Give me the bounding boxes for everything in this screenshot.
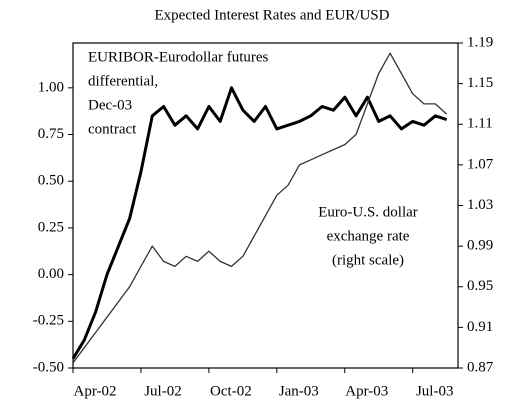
- x-tick-label: Jul-02: [144, 383, 182, 399]
- y2-tick-label: 0.87: [467, 359, 494, 375]
- y2-tick-label: 0.99: [467, 238, 493, 254]
- x-tick-label: Oct-02: [210, 383, 252, 399]
- y2-tick-label: 1.07: [467, 156, 494, 172]
- y2-tick-label: 1.19: [467, 34, 493, 50]
- series-line: [71, 86, 448, 360]
- x-tick-label: Apr-02: [73, 383, 116, 399]
- y-tick-label: 0.25: [38, 219, 64, 235]
- y2-tick-label: 1.15: [467, 75, 493, 91]
- y2-tick-label: 1.11: [467, 116, 493, 132]
- annotation: Euro-U.S. dollar: [318, 204, 418, 220]
- y2-tick-label: 0.91: [467, 319, 493, 335]
- y2-tick-label: 1.03: [467, 197, 493, 213]
- chart-title: Expected Interest Rates and EUR/USD: [155, 7, 390, 23]
- y-tick-label: 1.00: [38, 79, 64, 95]
- x-tick-label: Jul-03: [416, 383, 454, 399]
- y-tick-label: 0.00: [38, 266, 64, 282]
- x-tick-label: Jan-03: [279, 383, 319, 399]
- y-tick-label: 0.50: [38, 173, 64, 189]
- y2-tick-label: 0.95: [467, 278, 493, 294]
- annotation: differential,: [88, 73, 158, 89]
- annotation: (right scale): [332, 252, 404, 268]
- y-tick-label: 0.75: [38, 126, 64, 142]
- annotation: EURIBOR-Eurodollar futures: [88, 49, 269, 65]
- annotation: exchange rate: [327, 228, 410, 244]
- series-line: [72, 52, 448, 364]
- y-tick-label: -0.50: [33, 359, 64, 375]
- y-tick-label: -0.25: [33, 313, 64, 329]
- annotation: contract: [88, 121, 137, 137]
- annotation: Dec-03: [88, 97, 132, 113]
- x-tick-label: Apr-03: [345, 383, 388, 399]
